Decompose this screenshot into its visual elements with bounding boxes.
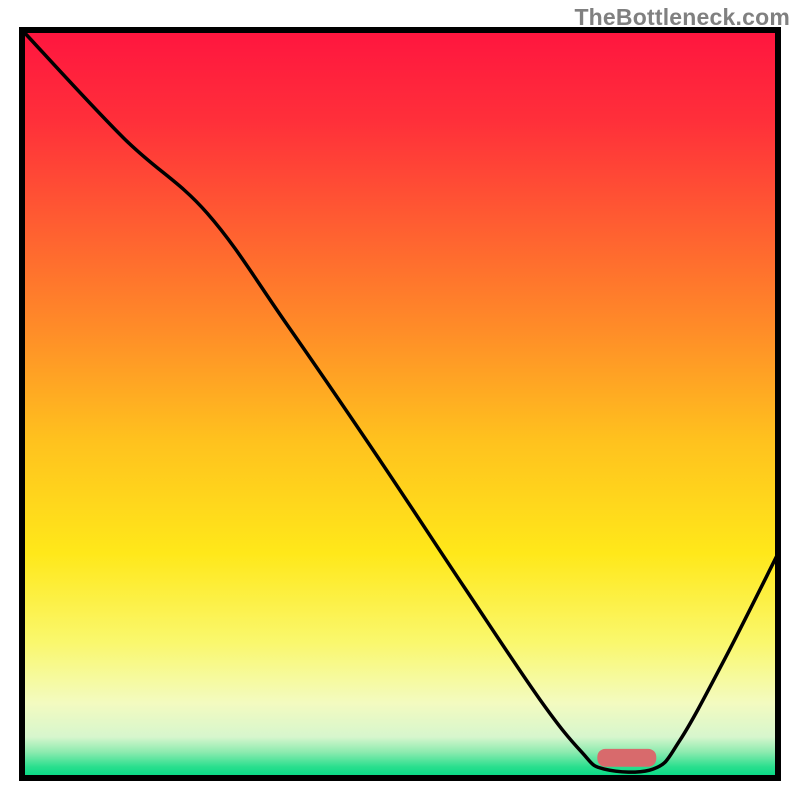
optimal-marker — [597, 749, 656, 767]
watermark-text: TheBottleneck.com — [574, 4, 790, 31]
bottleneck-chart — [0, 0, 800, 800]
gradient-background — [22, 30, 778, 778]
chart-canvas: TheBottleneck.com — [0, 0, 800, 800]
